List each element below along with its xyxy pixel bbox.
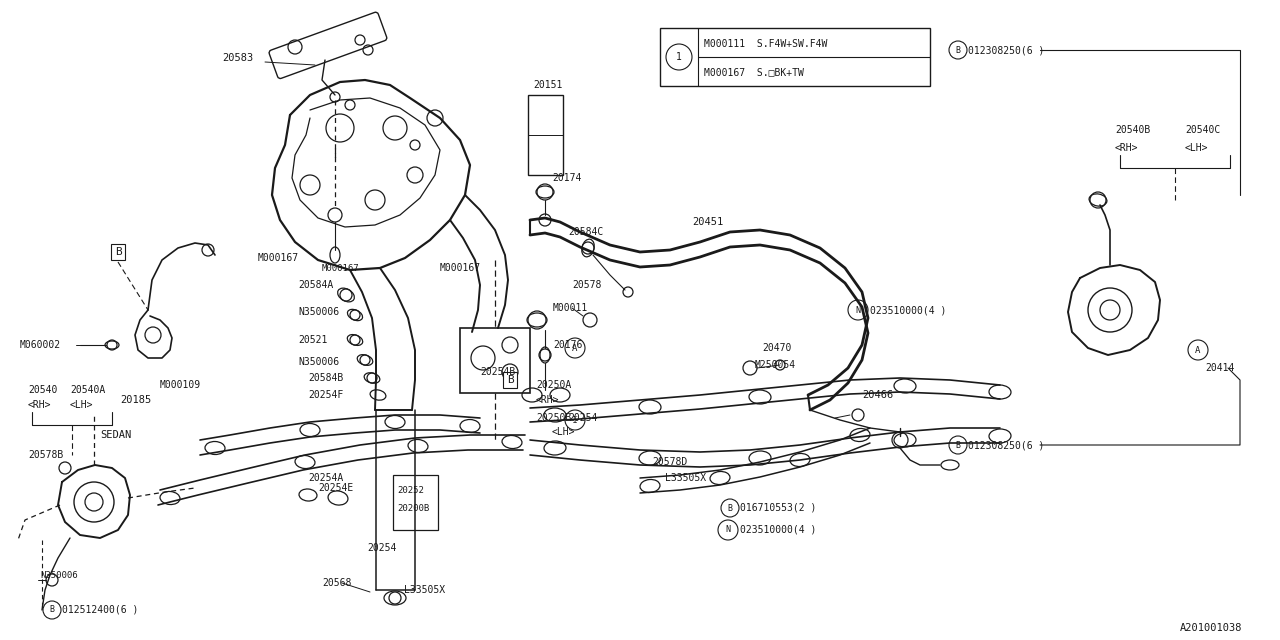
Text: B: B [50,605,55,614]
Text: M000167: M000167 [323,264,360,273]
Text: M060002: M060002 [20,340,61,350]
Bar [529,95,563,175]
Text: B: B [115,247,122,257]
Text: 20470: 20470 [762,343,791,353]
Text: 20540A: 20540A [70,385,105,395]
Text: A: A [572,344,577,353]
Text: 20540: 20540 [28,385,58,395]
Text: 20584A: 20584A [298,280,333,290]
Text: 20521: 20521 [298,335,328,345]
Text: L33505X: L33505X [666,473,707,483]
Text: <LH>: <LH> [552,427,576,437]
Text: B: B [955,440,960,449]
Text: N350006: N350006 [40,570,78,579]
Text: 20254A: 20254A [308,473,343,483]
Text: M000167: M000167 [440,263,481,273]
Text: 20254: 20254 [568,413,598,423]
Text: N: N [726,525,731,534]
Text: 20568: 20568 [323,578,352,588]
Text: M000167: M000167 [259,253,300,263]
Text: B: B [955,45,960,54]
Text: 012308250(6 ): 012308250(6 ) [968,440,1044,450]
Text: 20414: 20414 [1204,363,1234,373]
Text: 20451: 20451 [692,217,723,227]
Text: 20540B: 20540B [1115,125,1151,135]
Text: 20584B: 20584B [308,373,343,383]
Text: 20176: 20176 [553,340,582,350]
Text: 20250B: 20250B [536,413,571,423]
Text: A201001038: A201001038 [1180,623,1243,633]
Text: M000109: M000109 [160,380,201,390]
Text: <LH>: <LH> [1185,143,1208,153]
Text: N: N [855,305,860,314]
Text: M00011: M00011 [553,303,589,313]
Text: 20540C: 20540C [1185,125,1220,135]
Text: 20252: 20252 [397,486,424,495]
Text: 012512400(6 ): 012512400(6 ) [61,605,138,615]
Text: SEDAN: SEDAN [100,430,132,440]
Text: 20250A: 20250A [536,380,571,390]
Text: 016710553(2 ): 016710553(2 ) [740,503,817,513]
Text: N350006: N350006 [298,357,339,367]
Text: 012308250(6 ): 012308250(6 ) [968,45,1044,55]
Bar [460,328,530,393]
Text: 20578: 20578 [572,280,602,290]
Text: M000111  S.F4W+SW.F4W: M000111 S.F4W+SW.F4W [704,39,827,49]
Text: <RH>: <RH> [1115,143,1138,153]
Text: 20254F: 20254F [308,390,343,400]
Text: <RH>: <RH> [536,395,559,405]
Text: M000167  S.□BK+TW: M000167 S.□BK+TW [704,67,804,77]
Text: L33505X: L33505X [404,585,445,595]
Text: 20185: 20185 [120,395,151,405]
Bar [393,475,438,530]
Text: 20200B: 20200B [397,504,429,513]
Text: 20151: 20151 [532,80,562,90]
Text: 20254E: 20254E [317,483,353,493]
Text: 20254: 20254 [367,543,397,553]
Text: 20578B: 20578B [28,450,63,460]
Text: <LH>: <LH> [70,400,93,410]
Text: A: A [1196,346,1201,355]
Bar [660,28,931,86]
Text: B: B [727,504,732,513]
Text: M250054: M250054 [755,360,796,370]
Text: 20254B: 20254B [480,367,516,377]
Text: N350006: N350006 [298,307,339,317]
Text: B: B [507,375,513,385]
Text: 20174: 20174 [552,173,581,183]
Text: 023510000(4 ): 023510000(4 ) [870,305,946,315]
Text: 1: 1 [572,415,577,424]
Text: 20583: 20583 [221,53,253,63]
Text: 20466: 20466 [861,390,893,400]
Text: 20578D: 20578D [652,457,687,467]
Text: <RH>: <RH> [28,400,51,410]
Text: 1: 1 [676,52,682,62]
Text: 023510000(4 ): 023510000(4 ) [740,525,817,535]
Text: 20584C: 20584C [568,227,603,237]
